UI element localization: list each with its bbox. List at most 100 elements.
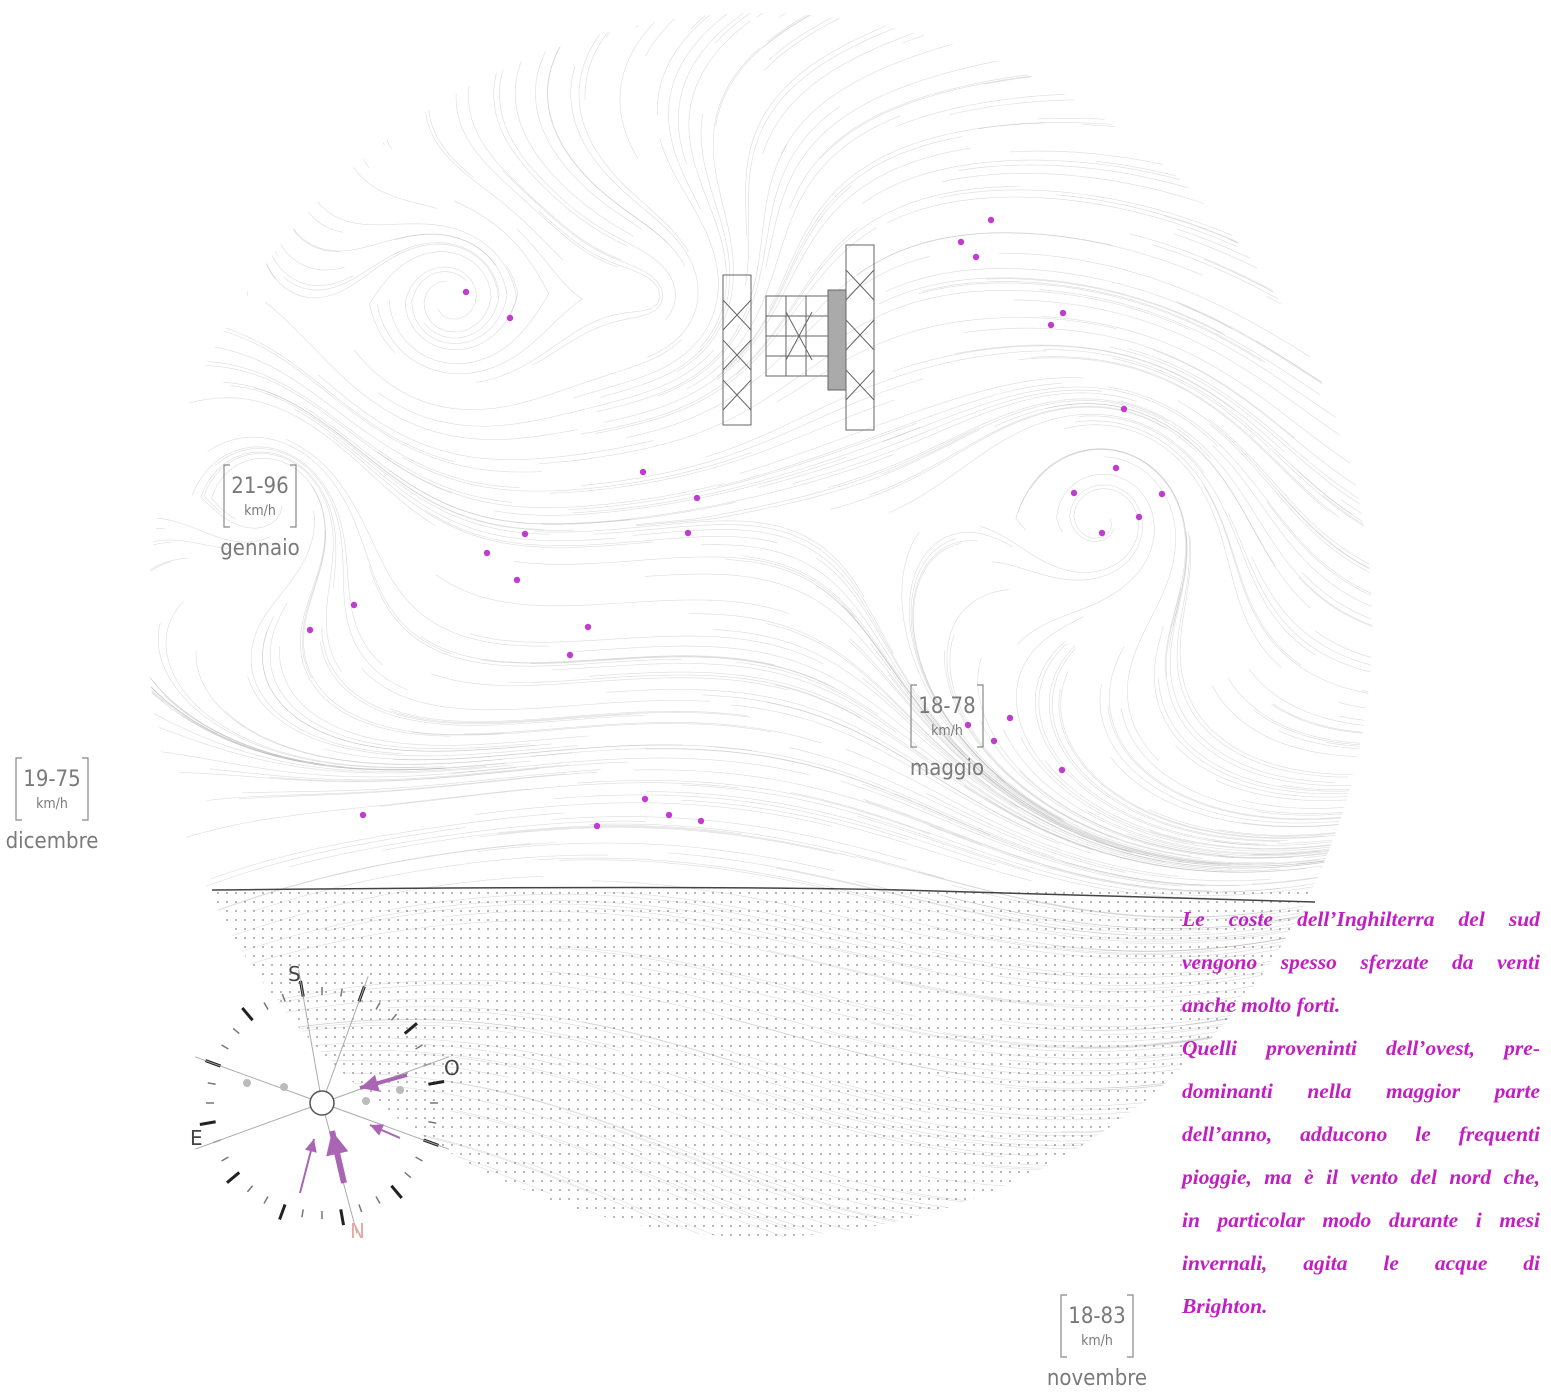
streamline: [479, 827, 838, 855]
streamline: [980, 488, 1139, 573]
streamline: [909, 531, 1013, 783]
dot: [506, 314, 514, 322]
compass: S O E N: [190, 962, 460, 1243]
streamline: [892, 345, 1236, 412]
streamline: [530, 656, 879, 716]
streamline: [580, 227, 859, 435]
streamline: [377, 13, 630, 146]
wind-arrowhead: [326, 1131, 349, 1157]
streamline: [1395, 256, 1551, 382]
streamline: [657, 13, 925, 116]
streamline: [986, 278, 1320, 395]
compass-tick: [226, 1171, 241, 1184]
streamline: [1043, 349, 1352, 515]
streamline: [549, 399, 896, 494]
caption-line: invernali, agita le acque di: [1182, 1251, 1540, 1275]
streamline: [848, 640, 1133, 853]
streamline: [735, 186, 1020, 376]
streamline: [513, 556, 856, 618]
observation-dots: [306, 216, 1166, 830]
streamline: [1251, 786, 1372, 885]
compass-tick: [207, 1082, 216, 1085]
streamline: [1248, 668, 1372, 728]
streamline: [251, 13, 594, 30]
streamline: [940, 189, 1289, 262]
streamline: [224, 710, 573, 765]
streamline: [354, 13, 591, 169]
compass-tick: [390, 1184, 403, 1199]
streamline: [401, 452, 752, 492]
streamline: [963, 784, 1306, 873]
streamline: [425, 509, 778, 547]
streamline: [258, 193, 499, 299]
caption-line: Le coste dell’Inghilterra del sud: [1182, 907, 1540, 931]
streamline: [355, 13, 682, 50]
streamline: [636, 429, 980, 527]
streamline: [1013, 299, 1340, 436]
streamline: [865, 800, 1212, 892]
streamline: [258, 13, 442, 280]
streamline: [1176, 531, 1348, 778]
caption-line: vengono spesso sferzate da venti: [1182, 950, 1540, 974]
streamline: [1398, 575, 1551, 614]
caption-line: pioggie, ma è il vento del nord che,: [1182, 1165, 1540, 1189]
streamline: [552, 663, 897, 733]
streamline: [1158, 677, 1372, 792]
streamline: [1152, 349, 1372, 532]
streamline: [493, 457, 847, 516]
streamline: [175, 20, 405, 293]
streamline: [1255, 340, 1372, 487]
dot: [1120, 405, 1128, 413]
streamline: [1393, 142, 1551, 288]
streamline: [1128, 348, 1372, 535]
streamline: [380, 782, 739, 807]
streamline: [1282, 229, 1372, 385]
streamline: [341, 13, 645, 99]
streamline: [714, 746, 1055, 858]
streamline: [909, 728, 1233, 870]
streamline: [1055, 194, 1372, 323]
streamline: [148, 1216, 472, 1237]
wind-labels: 21-96 km/h gennaio 18-78 km/h maggio 19-75 km/h…: [6, 464, 1147, 1391]
dot: [1059, 309, 1067, 317]
streamline: [148, 561, 344, 768]
streamline: [1034, 641, 1260, 846]
streamline: [1338, 651, 1372, 712]
wind-unit: km/h: [1081, 1333, 1113, 1349]
streamline: [157, 622, 445, 769]
streamline: [163, 694, 507, 770]
streamline: [645, 748, 991, 836]
streamline: [262, 616, 536, 752]
compass-tick: [403, 1022, 418, 1035]
streamline: [378, 349, 715, 427]
streamline: [1120, 708, 1372, 814]
streamline: [1205, 809, 1372, 893]
streamline: [1342, 74, 1372, 219]
streamline: [1165, 588, 1372, 786]
streamline: [163, 13, 444, 218]
streamline: [1208, 418, 1372, 596]
streamline: [994, 403, 1276, 567]
streamline: [502, 170, 664, 366]
streamline: [209, 764, 569, 781]
streamline: [744, 16, 924, 286]
streamline: [215, 448, 409, 691]
streamline: [1260, 145, 1372, 301]
streamline: [1339, 748, 1372, 872]
streamline: [199, 13, 418, 291]
streamline: [278, 13, 589, 113]
compass-north: N: [350, 1219, 365, 1243]
streamline: [681, 800, 1032, 882]
wind-arrowhead: [360, 1074, 380, 1092]
streamline: [230, 13, 578, 14]
streamline: [605, 13, 916, 38]
streamline: [763, 13, 1090, 71]
streamline: [1096, 27, 1372, 79]
streamline: [207, 436, 452, 654]
streamline: [389, 470, 736, 525]
streamline: [1045, 403, 1311, 609]
streamline: [377, 13, 706, 38]
streamline: [1411, 259, 1551, 380]
streamline: [210, 812, 564, 880]
streamline: [585, 1225, 928, 1237]
